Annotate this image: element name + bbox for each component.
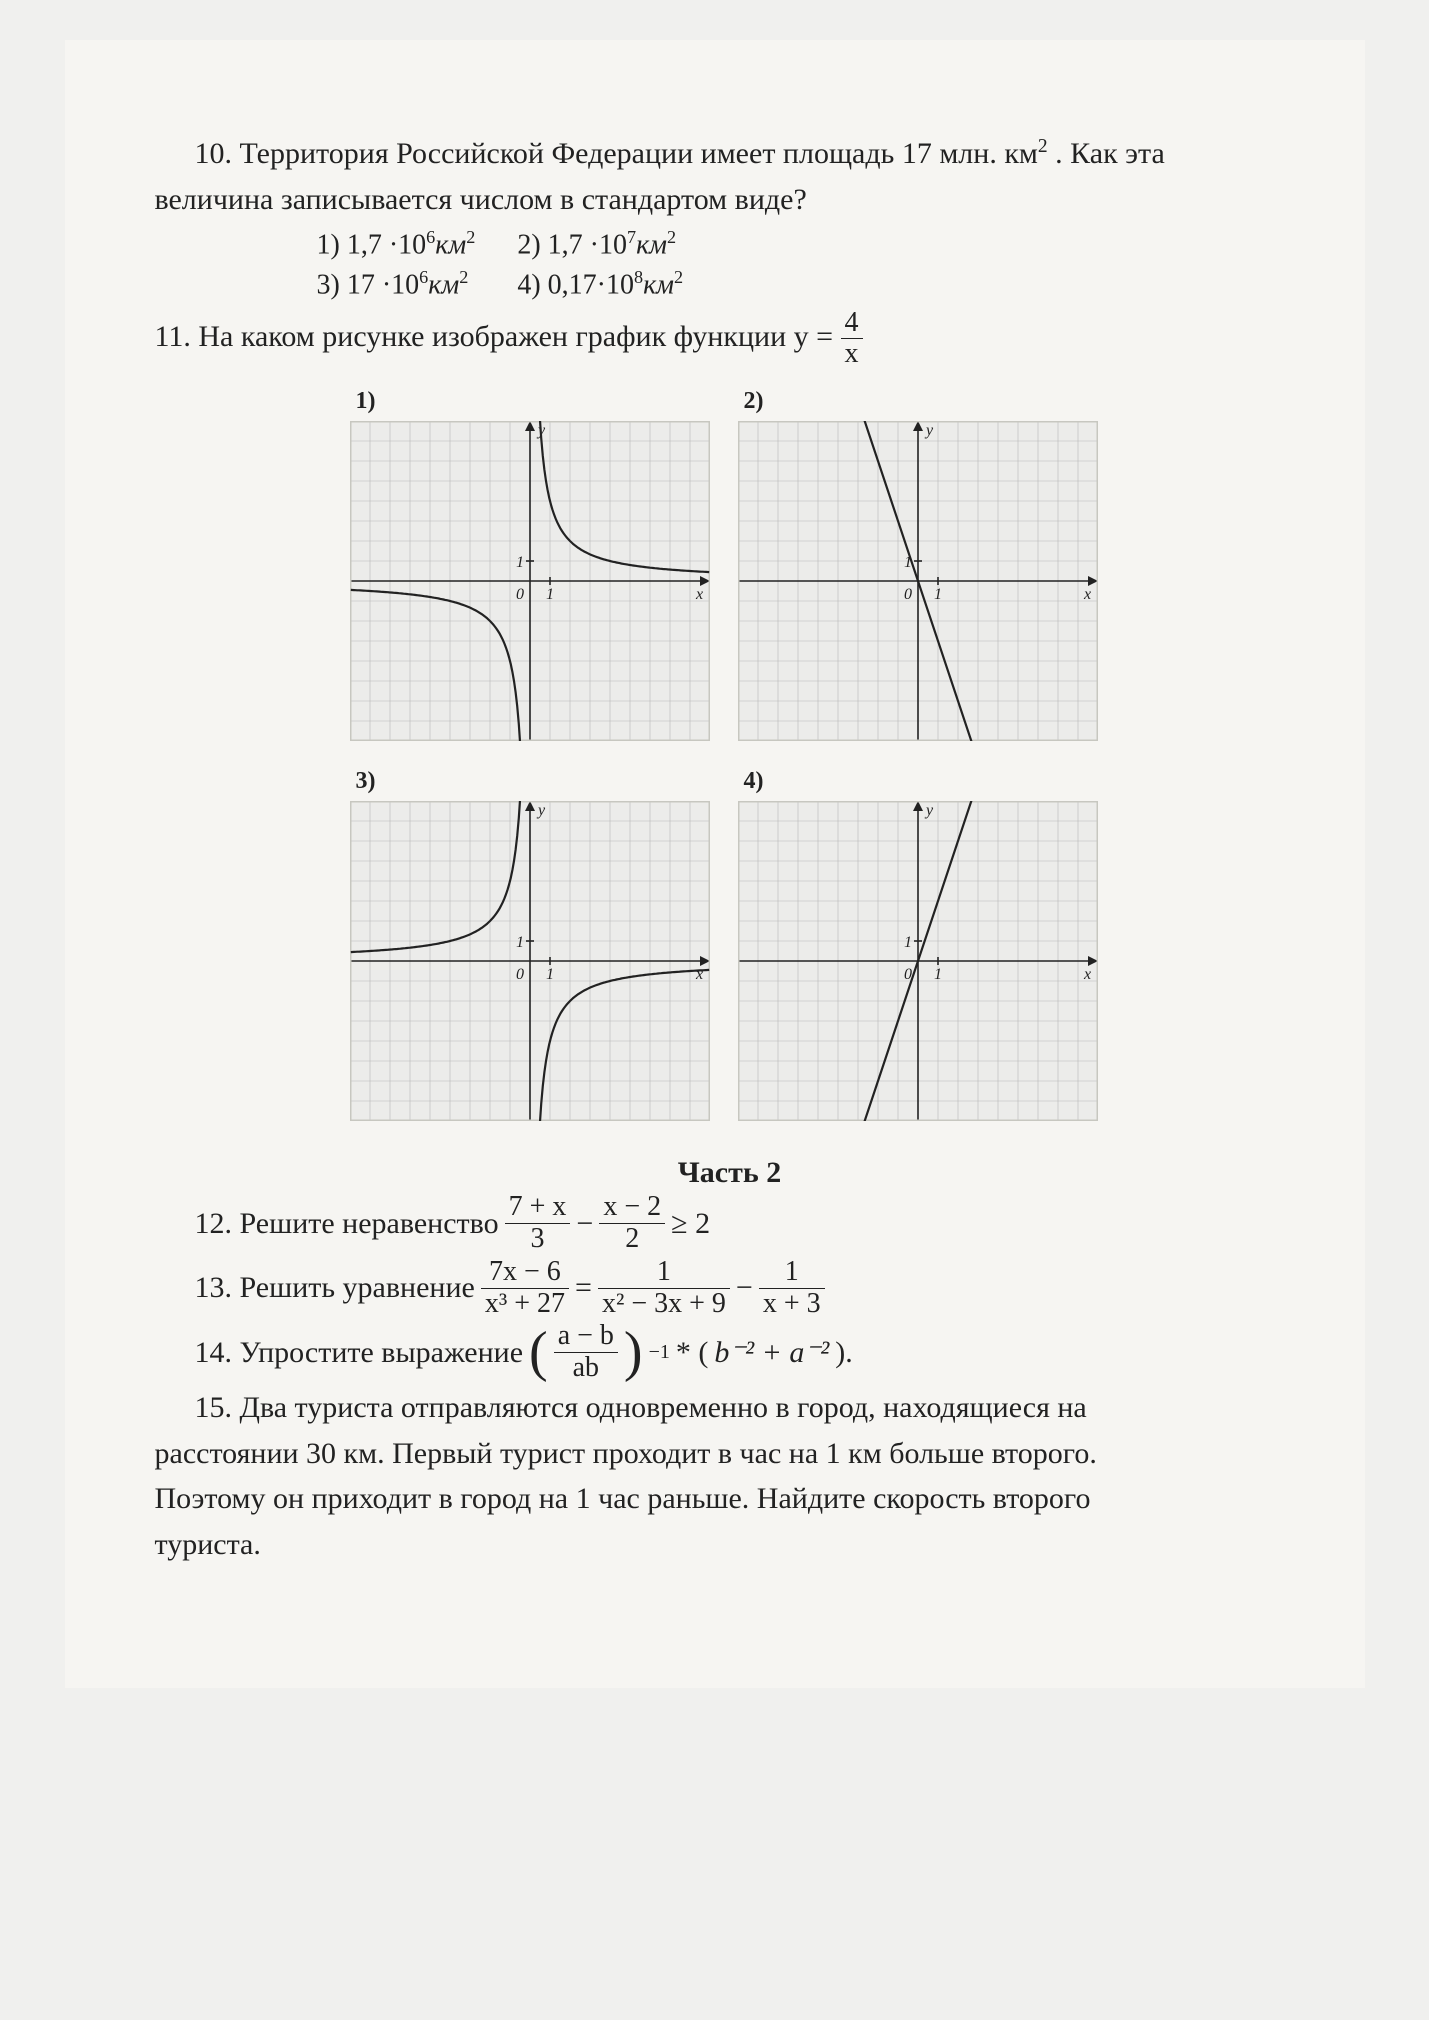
q10-line2: величина записывается числом в стандарто… [155,178,1305,222]
q13-text: 13. Решить уравнение [195,1266,475,1310]
chart-3: x y 1 1 0 [350,801,710,1121]
q13-frac1: 7x − 6x³ + 27 [481,1257,569,1320]
chart-1: xy110 [350,421,710,741]
part2-heading: Часть 2 [155,1156,1305,1190]
svg-text:0: 0 [904,586,912,603]
minus-sign: − [576,1202,593,1246]
lparen-icon: ( [529,1330,548,1375]
q14-body: b⁻² + a⁻² [714,1331,829,1375]
q10-line1: 10. Территория Российской Федерации имее… [155,132,1305,176]
svg-text:x: x [1083,586,1091,603]
panel-label-4: 4) [744,768,1098,795]
q13-frac3: 1x + 3 [759,1257,825,1320]
q15-l2: расстоянии 30 км. Первый турист проходит… [155,1432,1305,1476]
q10-ans-3: 3) 17 ·106км2 [317,265,516,303]
panel-label-1: 1) [356,388,710,415]
panel-label-3: 3) [356,768,710,795]
q11-panel-4: 4) xy110 [738,768,1098,1126]
svg-text:x: x [695,586,703,603]
q10-text-b: . Как эта [1055,137,1165,170]
q11-charts: 1) x y 1 1 0 2) x y 1 1 0 3) x y 1 1 0 4) x y 1 1 0 [350,388,1110,1126]
svg-text:x: x [695,966,703,983]
q11-text: 11. На каком рисунке изображен график фу… [155,320,834,353]
q14-end: ). [835,1331,853,1375]
q11-frac-den: x [841,339,863,370]
svg-text:y: y [924,422,934,439]
q12: 12. Решите неравенство 7 + x3 − x − 22 ≥… [155,1192,1305,1255]
svg-text:0: 0 [516,586,524,603]
q10-text-a: 10. Территория Российской Федерации имее… [195,137,1038,170]
svg-text:1: 1 [546,586,554,603]
panel-label-2: 2) [744,388,1098,415]
q15-l4: туриста. [155,1523,1305,1567]
svg-text:0: 0 [516,966,524,983]
q14: 14. Упростите выражение ( a − bab )−1 * … [155,1321,1305,1384]
svg-text:1: 1 [516,934,524,951]
q11-fraction: 4 x [841,308,863,371]
q13-frac2: 1x² − 3x + 9 [598,1257,730,1320]
worksheet-page: 10. Территория Российской Федерации имее… [65,40,1365,1688]
svg-text:1: 1 [934,586,942,603]
svg-text:y: y [924,802,934,819]
svg-text:x: x [1083,966,1091,983]
q11-frac-num: 4 [841,308,863,340]
q14-exp: −1 [649,1338,670,1367]
q11-prompt: 11. На каком рисунке изображен график фу… [155,308,1305,371]
svg-text:y: y [536,802,546,819]
q13: 13. Решить уравнение 7x − 6x³ + 27 = 1x²… [155,1257,1305,1320]
q14-mid: * ( [676,1331,709,1375]
minus-sign: − [736,1266,753,1310]
q11-panel-2: 2) xy110 [738,388,1098,746]
svg-text:1: 1 [904,934,912,951]
q12-frac1: 7 + x3 [505,1192,571,1255]
q10-ans-1: 1) 1,7 ·106км2 [317,225,516,263]
q11-panel-3: 3) x y 1 1 0 [350,768,710,1126]
q10-km2-sup: 2 [1038,136,1048,157]
chart-4: xy110 [738,801,1098,1121]
q14-frac: a − bab [554,1321,618,1384]
chart-2: xy110 [738,421,1098,741]
equals-sign: = [575,1266,592,1310]
svg-text:1: 1 [516,554,524,571]
svg-text:1: 1 [546,966,554,983]
q10-ans-2: 2) 1,7 ·107км2 [517,225,723,263]
svg-text:1: 1 [934,966,942,983]
q12-frac2: x − 22 [599,1192,665,1255]
q15-l1: 15. Два туриста отправляются одновременн… [155,1386,1305,1430]
q12-text: 12. Решите неравенство [195,1202,499,1246]
q10-answers: 1) 1,7 ·106км2 2) 1,7 ·107км2 3) 17 ·106… [315,223,726,306]
q11-panel-1: 1) xy110 [350,388,710,746]
q10-ans-4: 4) 0,17·108км2 [517,265,723,303]
q14-text: 14. Упростите выражение [195,1331,524,1375]
q15-l3: Поэтому он приходит в город на 1 час ран… [155,1477,1305,1521]
rparen-icon: ) [624,1330,643,1375]
q12-tail: ≥ 2 [671,1202,710,1246]
